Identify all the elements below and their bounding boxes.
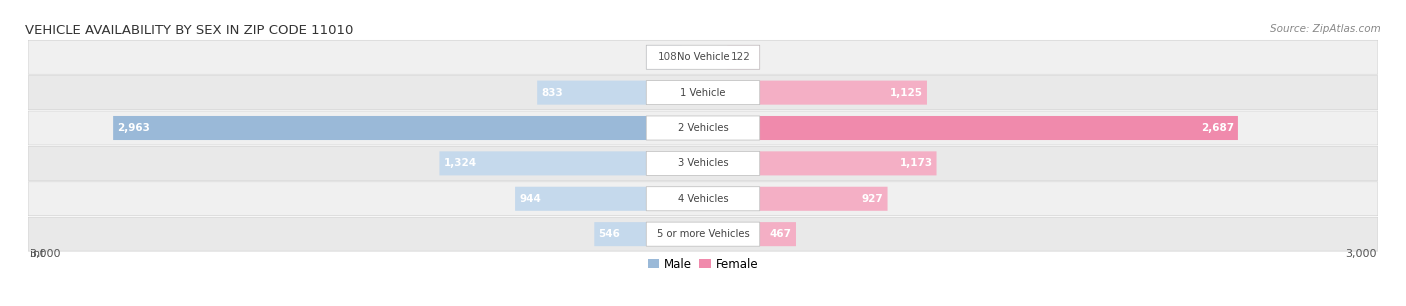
Text: 5 or more Vehicles: 5 or more Vehicles [657,229,749,239]
FancyBboxPatch shape [112,116,647,140]
Text: 122: 122 [731,52,751,62]
Text: No Vehicle: No Vehicle [676,52,730,62]
FancyBboxPatch shape [647,151,759,175]
Text: 944: 944 [519,194,541,204]
FancyBboxPatch shape [647,80,759,105]
FancyBboxPatch shape [515,187,647,211]
FancyBboxPatch shape [28,40,1378,74]
Text: Source: ZipAtlas.com: Source: ZipAtlas.com [1270,24,1381,35]
FancyBboxPatch shape [537,80,647,105]
FancyBboxPatch shape [647,116,759,140]
FancyBboxPatch shape [28,76,1378,110]
Text: 3 Vehicles: 3 Vehicles [678,159,728,168]
FancyBboxPatch shape [28,146,1378,180]
FancyBboxPatch shape [28,217,1378,251]
FancyBboxPatch shape [647,187,759,211]
FancyBboxPatch shape [759,80,927,105]
FancyBboxPatch shape [28,182,1378,216]
FancyBboxPatch shape [759,116,1237,140]
FancyBboxPatch shape [647,45,759,69]
Text: 3,000: 3,000 [1346,249,1376,259]
Text: 1 Vehicle: 1 Vehicle [681,88,725,98]
FancyBboxPatch shape [727,45,759,69]
Text: 4 Vehicles: 4 Vehicles [678,194,728,204]
FancyBboxPatch shape [440,151,647,175]
FancyBboxPatch shape [759,222,796,246]
Text: 833: 833 [541,88,562,98]
Text: 1,125: 1,125 [890,88,922,98]
Text: 1,173: 1,173 [900,159,932,168]
Text: 108: 108 [658,52,678,62]
FancyBboxPatch shape [28,111,1378,145]
Legend: Male, Female: Male, Female [643,253,763,275]
Text: 927: 927 [862,194,883,204]
Text: 3,000: 3,000 [30,249,60,259]
Text: 2 Vehicles: 2 Vehicles [678,123,728,133]
Text: 2,963: 2,963 [117,123,150,133]
FancyBboxPatch shape [595,222,647,246]
Text: VEHICLE AVAILABILITY BY SEX IN ZIP CODE 11010: VEHICLE AVAILABILITY BY SEX IN ZIP CODE … [25,24,354,37]
FancyBboxPatch shape [647,45,682,69]
Text: 546: 546 [599,229,620,239]
FancyBboxPatch shape [759,187,887,211]
FancyBboxPatch shape [759,151,936,175]
Text: int: int [30,249,45,259]
Text: 467: 467 [770,229,792,239]
Text: 1,324: 1,324 [443,159,477,168]
FancyBboxPatch shape [647,222,759,246]
Text: 2,687: 2,687 [1201,123,1234,133]
